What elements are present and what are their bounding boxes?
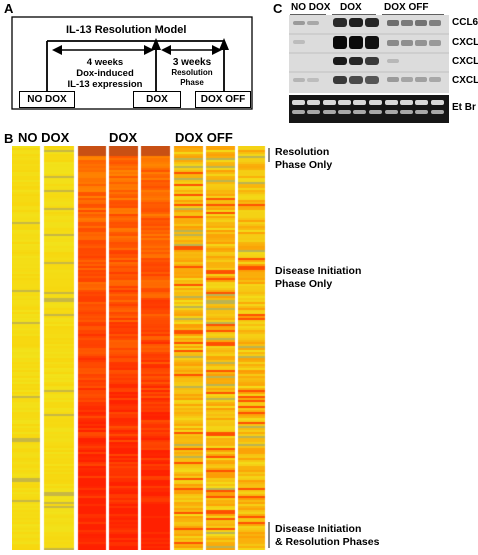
cxcl5-bands — [333, 57, 399, 65]
etbr-label: Et Br — [452, 102, 476, 113]
bracket-both-label: Disease Initiation & Resolution Phases — [275, 523, 380, 548]
heatmap-canvas — [12, 146, 266, 550]
panel-b-letter: B — [4, 131, 14, 146]
heatmap — [12, 146, 266, 550]
disease-initiation-label: Disease Initiation Phase Only — [275, 265, 362, 290]
model-title: IL-13 Resolution Model — [66, 24, 187, 36]
ccl6-bands — [293, 18, 441, 27]
gene-label-cxcl10: CXCL10 — [452, 75, 478, 86]
heatmap-group-no-dox: NO DOX — [18, 130, 70, 145]
gel-group-dox-off: DOX OFF — [384, 2, 429, 13]
box-dox-off: DOX OFF — [195, 91, 251, 108]
phase2-arrowhead-right — [212, 45, 222, 55]
gene-label-cxcl1: CXCL1 — [452, 37, 478, 48]
gel-group-dox: DOX — [340, 2, 362, 13]
bracket-resolution-label: Resolution Phase Only — [275, 146, 333, 171]
phase1-arrowhead-right — [144, 45, 154, 55]
etbr-gel — [289, 95, 449, 123]
phase2-description: 3 weeks Resolution Phase — [171, 57, 213, 88]
cxcl1-bands — [293, 36, 441, 49]
cxcl10-bands — [293, 76, 441, 84]
gene-label-ccl6: CCL6 — [452, 17, 478, 28]
gel-group-no-dox: NO DOX — [291, 2, 331, 13]
panel-a-letter: A — [4, 1, 14, 16]
right-arrowhead — [219, 38, 229, 50]
phase1-description: 4 weeks Dox-induced IL-13 expression — [67, 57, 143, 90]
phase1-arrowhead-left — [52, 45, 62, 55]
panel-a-frame — [11, 16, 253, 110]
box-no-dox: NO DOX — [19, 91, 75, 108]
phase2-arrowhead-left — [161, 45, 171, 55]
heatmap-group-dox-off: DOX OFF — [175, 130, 233, 145]
panel-c-letter: C — [273, 1, 283, 16]
panel-a-diagram — [11, 16, 253, 110]
gene-label-cxcl5: CXCL5 — [452, 56, 478, 67]
heatmap-group-dox: DOX — [109, 130, 138, 145]
northern-blot-gel — [289, 15, 449, 93]
gel-bands — [289, 15, 449, 93]
box-dox: DOX — [133, 91, 181, 108]
heatmap-brackets — [268, 148, 270, 548]
mid-arrowhead — [151, 38, 161, 50]
